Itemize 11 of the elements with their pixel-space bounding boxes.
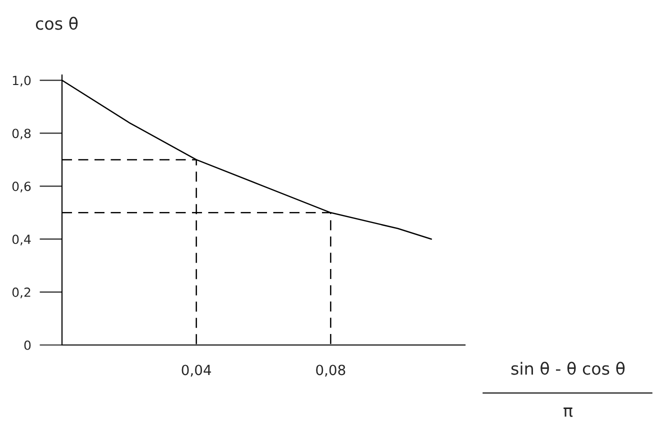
y-tick-label: 0,6	[12, 182, 31, 192]
x-tick-label: 0,08	[316, 364, 346, 377]
y-tick-label: 1,0	[12, 76, 31, 86]
x-tick-label: 0,04	[182, 364, 212, 377]
y-tick-label: 0,8	[12, 128, 31, 140]
y-tick-label: 0	[24, 340, 31, 350]
y-tick-label: 0,4	[12, 234, 31, 246]
y-axis-title: cos θ	[36, 16, 78, 30]
text: π	[564, 407, 573, 417]
y-tick-label: 0,2	[12, 288, 30, 298]
x-axis-title: sin θ - θ cos θ	[511, 362, 625, 375]
